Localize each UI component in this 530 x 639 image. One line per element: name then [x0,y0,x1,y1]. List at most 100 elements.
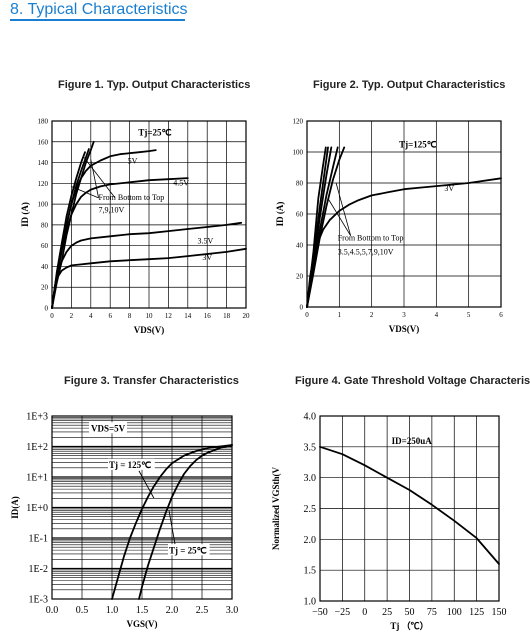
x-tick-label: 2.0 [166,605,179,616]
y-tick-label: 20 [41,284,49,292]
annotation-arrow [71,186,99,199]
series-label: 5V [128,157,138,166]
y-tick-label: 1E+1 [26,473,48,484]
y-tick-label: 1E-1 [29,534,48,545]
y-tick-label: 160 [38,138,49,146]
x-tick-label: 6 [108,312,112,320]
plot-frame [51,120,247,309]
y-tick-label: 120 [293,118,304,126]
y-tick-label: 60 [41,242,49,250]
x-tick-label: 75 [427,607,437,618]
x-tick-label: 2.5 [196,605,209,616]
y-tick-label: 80 [296,180,304,188]
x-tick-label: 3.0 [226,605,239,616]
y-tick-label: 1E+0 [26,503,48,514]
figure-3-title: Figure 3. Transfer Characteristics [64,375,239,387]
x-tick-label: 100 [447,607,462,618]
y-tick-label: 1.0 [304,597,317,608]
y-axis-label: Normalized VGSth(V [271,466,281,550]
annotation-arrow [335,182,352,236]
series-label: 3V [202,253,212,262]
annotation-order-2: 3.5,4.5,5,7,9,10V [338,247,394,256]
x-tick-label: 25 [382,607,392,618]
x-tick-label: 2 [70,312,74,320]
plot-frame [306,120,502,308]
x-tick-label: 1.0 [106,605,119,616]
x-axis-label: VDS(V) [134,325,165,335]
y-tick-label: 1E+3 [26,412,48,423]
x-tick-label: −50 [312,607,328,618]
x-tick-label: −25 [335,607,351,618]
x-tick-label: 3 [402,311,406,319]
y-tick-label: 3.5 [304,442,317,453]
x-tick-label: 0 [50,312,54,320]
x-tick-label: 0 [305,311,309,319]
annotation-arrow [168,510,176,545]
section-heading: 8. Typical Characteristics [10,0,188,21]
figure-1-plot: 0 2 4 6 8 10 12 14 16 18 20 0 20 40 60 80 100 120 140 160 18… [20,118,250,336]
annotation-arrow [327,198,351,236]
y-tick-label: 40 [41,263,49,271]
plot-frame [319,415,500,602]
figure-3-plot: 0.0 0.5 1.0 1.5 2.0 2.5 3.0 1E-3 1E-2 1E-1 1E+0 1E+… [10,412,238,630]
series-label: 3.5V [198,237,214,246]
y-axis-label: ID (A) [20,202,30,227]
figure-1-title: Figure 1. Typ. Output Characteristics [58,79,251,91]
annotation-order-2: 7,9,10V [99,205,125,214]
x-tick-label: 0.0 [46,605,59,616]
series-line [51,221,243,309]
figure-4-plot: −50 −25 0 25 50 75 100 125 150 1.0 1.5 2.0 2.5 3.0 3.5… [271,412,507,632]
annotation-arrow [83,157,116,199]
annotation-arrow [138,470,155,499]
x-tick-label: 4 [89,312,93,320]
series-line [51,151,86,309]
y-tick-label: 0 [45,305,49,313]
x-tick-label: 5 [467,311,471,319]
y-tick-label: 1E-2 [29,564,48,575]
annotation-tj: Tj=125℃ [399,139,437,149]
annotation-tj: Tj=25℃ [138,128,171,138]
plot-frame [51,415,233,600]
figure-2-title: Figure 2. Typ. Output Characteristics [313,79,506,91]
x-tick-label: 6 [499,311,503,319]
series-label: Tj = 25℃ [169,545,207,555]
section-title: Typical Characteristics [27,1,188,18]
x-tick-label: 10 [146,312,154,320]
series-line [319,445,500,565]
y-axis-label: ID(A) [10,496,20,519]
y-tick-label: 100 [38,201,49,209]
series-line [51,247,247,309]
x-tick-label: 0 [362,607,367,618]
y-tick-label: 20 [296,273,304,281]
series-line [51,148,90,309]
series-line [306,146,327,308]
y-tick-label: 3.0 [304,473,317,484]
figure-4-title: Figure 4. Gate Threshold Voltage Charact… [295,375,530,387]
x-tick-label: 14 [184,312,192,320]
x-tick-label: 18 [223,312,231,320]
y-tick-label: 2.0 [304,535,317,546]
y-tick-label: 1E+2 [26,442,48,453]
y-tick-label: 80 [41,221,49,229]
series-line [111,444,233,600]
x-tick-label: 1.5 [136,605,149,616]
x-tick-label: 50 [405,607,415,618]
y-tick-label: 180 [38,118,49,126]
annotation-bg [89,422,127,434]
x-tick-label: 4 [435,311,439,319]
x-tick-label: 2 [370,311,374,319]
x-tick-label: 150 [492,607,507,618]
series-line [51,140,95,309]
y-tick-label: 2.5 [304,504,317,515]
series-label-bg [168,544,210,556]
x-tick-label: 8 [128,312,132,320]
x-tick-label: 0.5 [76,605,89,616]
series-label: 3V [444,184,454,193]
series-label: 4.5V [173,178,189,187]
y-tick-label: 1.5 [304,566,317,577]
x-tick-label: 1 [338,311,342,319]
x-tick-label: 16 [204,312,212,320]
annotation-order-1: From Bottom to Top [99,193,165,202]
